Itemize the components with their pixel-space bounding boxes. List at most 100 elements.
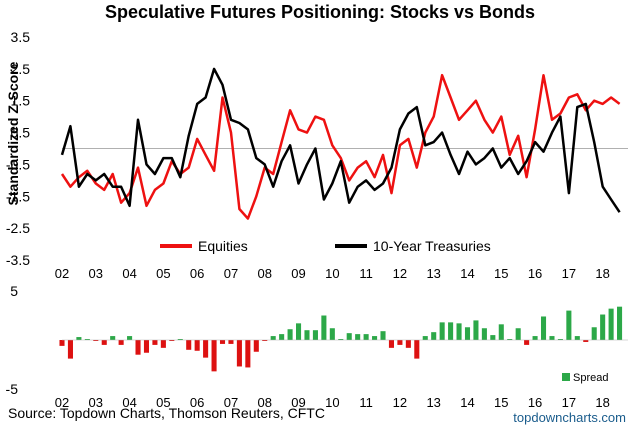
x-tick-label-top-0: 02 <box>55 266 69 281</box>
spread-bar <box>135 340 141 355</box>
x-tick-label-bottom-11: 13 <box>426 395 440 410</box>
spread-bar <box>127 336 133 340</box>
x-tick-label-bottom-12: 14 <box>460 395 474 410</box>
spread-bar <box>456 323 462 340</box>
y-tick-label-3: 0.5 <box>11 125 31 141</box>
spread-bar <box>338 339 344 340</box>
spread-bar <box>422 336 428 340</box>
x-tick-label-top-13: 15 <box>494 266 508 281</box>
spread-bar <box>245 340 251 368</box>
spread-bar <box>481 328 487 340</box>
y-tick-label-2: 1.5 <box>11 93 31 109</box>
spread-bar <box>540 316 547 340</box>
spread-bar <box>414 340 420 359</box>
spread-bar <box>346 333 352 340</box>
x-tick-label-top-14: 16 <box>528 266 542 281</box>
x-tick-label-top-1: 03 <box>89 266 103 281</box>
spread-bar <box>355 334 361 340</box>
treasuries-line <box>60 67 621 213</box>
x-tick-label-top-2: 04 <box>122 266 136 281</box>
spread-y-tick-label-1: -5 <box>6 381 19 397</box>
x-tick-label-bottom-2: 04 <box>122 395 136 410</box>
spread-bar <box>600 314 606 340</box>
spread-bar <box>363 334 369 340</box>
x-tick-label-bottom-9: 11 <box>359 395 373 410</box>
x-tick-label-bottom-16: 18 <box>595 395 609 410</box>
x-tick-label-bottom-6: 08 <box>258 395 272 410</box>
legend-equities-label: Equities <box>198 238 248 254</box>
x-tick-label-bottom-4: 06 <box>190 395 204 410</box>
x-tick-label-top-12: 14 <box>460 266 474 281</box>
spread-bar <box>194 340 200 351</box>
y-tick-label-7: -3.5 <box>6 252 30 268</box>
spread-bar <box>219 340 226 344</box>
x-tick-label-top-3: 05 <box>156 266 170 281</box>
x-tick-label-bottom-8: 10 <box>325 395 339 410</box>
spread-bar <box>279 334 285 340</box>
spread-bar <box>473 320 479 340</box>
x-tick-label-bottom-3: 05 <box>156 395 170 410</box>
x-tick-label-top-4: 06 <box>190 266 204 281</box>
source-note: Source: Topdown Charts, Thomson Reuters,… <box>8 405 325 421</box>
spread-bar <box>101 340 107 345</box>
spread-bar <box>448 322 454 340</box>
spread-bar <box>186 340 192 350</box>
spread-bar <box>253 340 259 352</box>
legend-treasuries-label: 10-Year Treasuries <box>373 238 491 254</box>
spread-bar <box>490 335 496 340</box>
spread-bar <box>312 330 318 340</box>
x-tick-label-top-15: 17 <box>562 266 576 281</box>
spread-bar <box>439 322 445 340</box>
spread-bar <box>507 339 513 340</box>
spread-bar <box>304 330 310 340</box>
y-tick-label-4: -0.5 <box>6 156 30 172</box>
spread-bar <box>321 315 327 340</box>
x-tick-label-bottom-10: 12 <box>393 395 407 410</box>
spread-bar <box>372 336 378 340</box>
spread-bar <box>557 339 563 340</box>
x-tick-label-top-7: 09 <box>291 266 305 281</box>
spread-bar <box>287 329 293 340</box>
spread-bar <box>262 340 268 341</box>
spread-bar <box>532 336 538 340</box>
spread-bar <box>211 340 217 372</box>
spread-bar <box>591 327 597 340</box>
x-tick-label-bottom-5: 07 <box>224 395 238 410</box>
spread-bar <box>84 339 90 340</box>
x-tick-label-top-10: 12 <box>393 266 407 281</box>
y-tick-label-5: -1.5 <box>6 188 30 204</box>
watermark: topdowncharts.com <box>513 410 626 425</box>
spread-bar <box>236 340 242 367</box>
x-tick-label-bottom-7: 09 <box>291 395 305 410</box>
spread-bar <box>110 336 116 340</box>
y-tick-label-0: 3.5 <box>11 29 31 45</box>
y-tick-label-1: 2.5 <box>11 61 31 77</box>
x-tick-label-bottom-1: 03 <box>89 395 103 410</box>
spread-bar <box>464 327 471 340</box>
spread-bar <box>160 340 166 348</box>
spread-bar <box>431 332 437 340</box>
spread-bar <box>498 324 504 340</box>
spread-bar <box>405 340 411 348</box>
x-tick-label-bottom-0: 02 <box>55 395 69 410</box>
spread-bar <box>228 340 234 344</box>
spread-bar <box>617 306 623 340</box>
spread-bar <box>152 340 158 345</box>
x-tick-label-top-9: 11 <box>359 266 373 281</box>
y-axis-label: Standardized Z-Score <box>5 61 21 205</box>
x-tick-label-top-16: 18 <box>595 266 609 281</box>
spread-y-tick-label-0: 5 <box>10 283 18 299</box>
x-tick-label-bottom-14: 16 <box>528 395 542 410</box>
legend-spread-label: Spread <box>573 372 608 384</box>
spread-bar <box>574 336 580 340</box>
spread-bar <box>549 336 555 340</box>
spread-bar <box>143 340 150 353</box>
legend-spread-swatch <box>562 373 570 381</box>
spread-bar <box>566 310 572 340</box>
x-tick-label-top-5: 07 <box>224 266 238 281</box>
spread-bar <box>177 339 183 340</box>
spread-bar <box>67 340 73 359</box>
x-tick-label-bottom-13: 15 <box>494 395 508 410</box>
spread-bar <box>296 323 302 340</box>
